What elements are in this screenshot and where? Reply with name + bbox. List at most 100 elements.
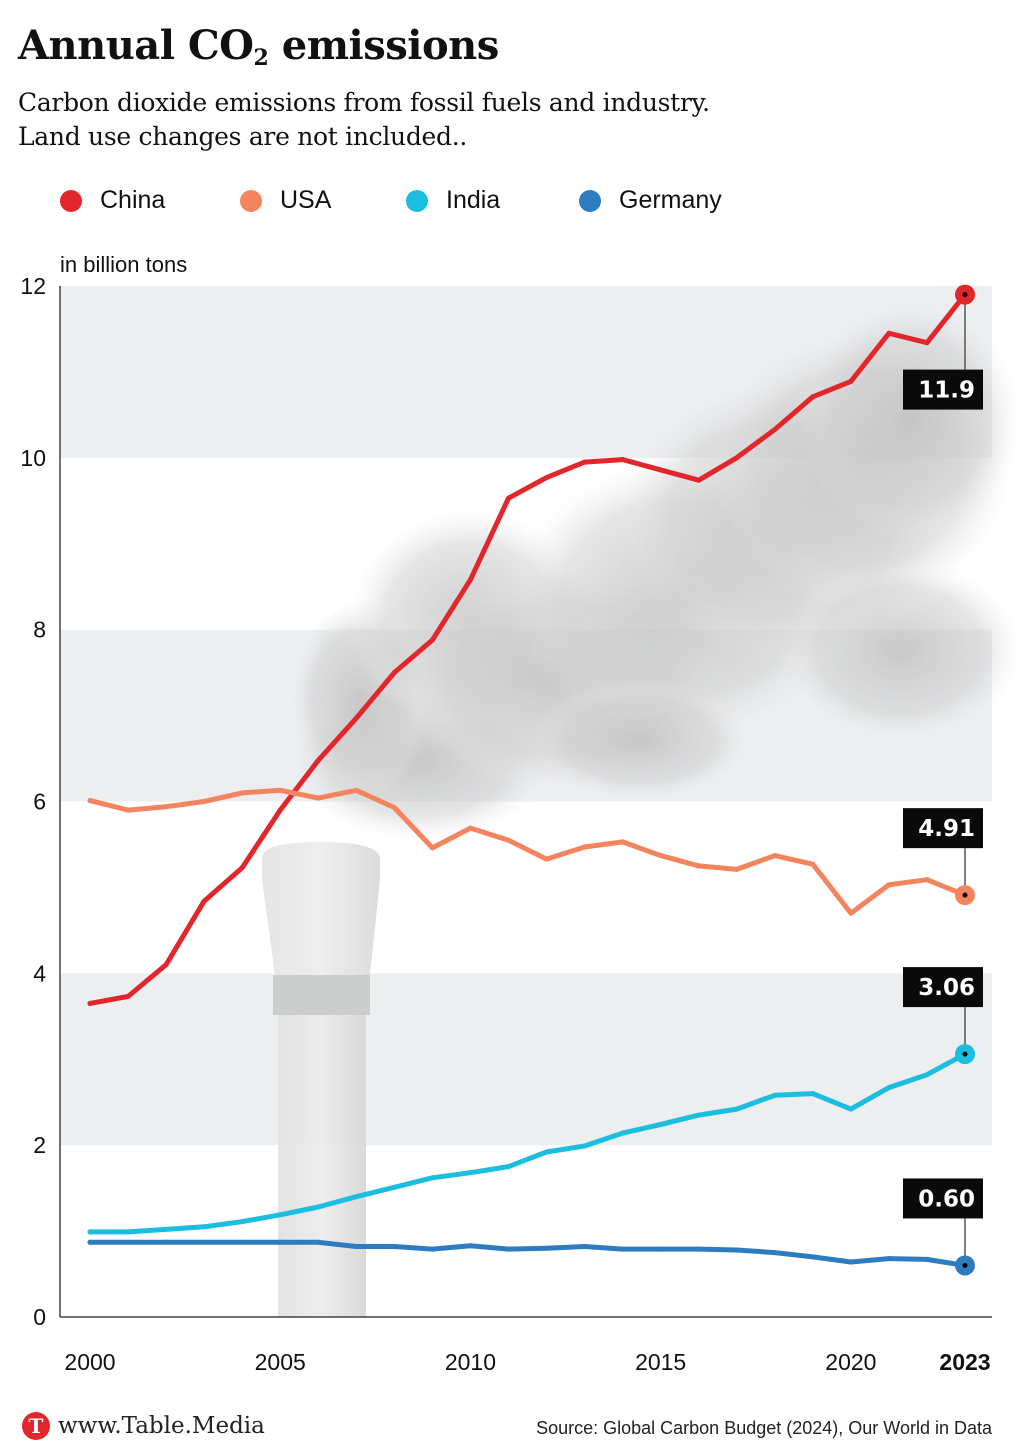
y-tick-label: 6 xyxy=(33,789,46,815)
data-point-germany xyxy=(886,1256,892,1262)
data-point-india xyxy=(315,1204,321,1210)
data-point-india xyxy=(353,1194,359,1200)
data-point-india xyxy=(391,1184,397,1190)
series-line-germany xyxy=(87,1239,968,1268)
legend-label: China xyxy=(100,186,166,214)
data-point-usa xyxy=(429,845,435,851)
data-point-china xyxy=(582,459,588,465)
x-tick-label: 2020 xyxy=(825,1349,876,1375)
data-point-india xyxy=(848,1106,854,1112)
data-point-germany xyxy=(696,1246,702,1252)
y-tick-label: 12 xyxy=(20,273,46,299)
data-point-germany xyxy=(315,1239,321,1245)
legend-dot-icon xyxy=(240,189,262,212)
data-point-china xyxy=(467,577,473,583)
subtitle-line-2: Land use changes are not included.. xyxy=(18,122,468,151)
y-tick-label: 10 xyxy=(20,445,46,471)
data-point-usa xyxy=(87,798,93,804)
chart-title: Annual CO2 emissions xyxy=(18,22,499,71)
data-point-usa xyxy=(772,853,778,859)
data-point-china xyxy=(239,865,245,871)
data-point-usa xyxy=(810,861,816,867)
callout-value-germany: 0.60 xyxy=(918,1186,975,1212)
data-point-germany xyxy=(277,1239,283,1245)
data-point-china xyxy=(848,378,854,384)
data-point-germany xyxy=(125,1239,131,1245)
data-point-germany xyxy=(734,1247,740,1253)
brand-logo[interactable]: T www.Table.Media xyxy=(22,1412,265,1440)
y-tick-label: 4 xyxy=(33,960,46,986)
data-point-india xyxy=(125,1229,131,1235)
data-point-germany xyxy=(87,1239,93,1245)
data-point-germany xyxy=(505,1246,511,1252)
data-point-china xyxy=(658,467,664,473)
data-point-india xyxy=(620,1130,626,1136)
callout-box-germany xyxy=(903,1178,983,1219)
data-point-germany xyxy=(163,1239,169,1245)
data-point-germany xyxy=(772,1250,778,1256)
data-point-usa xyxy=(467,825,473,831)
data-point-china xyxy=(620,457,626,463)
legend-label: India xyxy=(446,186,501,214)
data-point-usa xyxy=(505,837,511,843)
data-point-usa xyxy=(239,790,245,796)
data-point-usa xyxy=(277,787,283,793)
data-point-usa xyxy=(582,844,588,850)
table-media-logo-icon: T xyxy=(22,1412,50,1440)
endpoint-center-dot xyxy=(962,1262,968,1268)
data-point-india xyxy=(429,1175,435,1181)
x-tick-label: 2023 xyxy=(939,1349,990,1375)
site-url: www.Table.Media xyxy=(58,1413,265,1439)
data-point-usa xyxy=(201,799,207,804)
data-point-usa xyxy=(886,882,892,888)
x-tick-label: 2015 xyxy=(635,1349,686,1375)
data-point-usa xyxy=(658,853,664,859)
callout-box-india xyxy=(903,967,983,1008)
data-point-usa xyxy=(315,795,321,801)
data-point-usa xyxy=(125,807,131,813)
data-point-usa xyxy=(924,877,930,883)
legend-item-usa: USA xyxy=(240,186,406,215)
data-point-india xyxy=(924,1072,930,1078)
data-point-india xyxy=(658,1122,664,1128)
data-point-india xyxy=(505,1164,511,1170)
data-point-china xyxy=(886,330,892,336)
title-text-end: emissions xyxy=(268,22,500,69)
data-point-india xyxy=(87,1229,93,1235)
legend-label: Germany xyxy=(619,186,722,214)
data-point-india xyxy=(886,1085,892,1091)
y-tick-label: 0 xyxy=(33,1304,46,1330)
series-line-usa xyxy=(87,787,968,916)
legend-dot-icon xyxy=(579,189,601,212)
data-point-india xyxy=(277,1212,283,1218)
data-point-china xyxy=(505,495,511,501)
data-point-usa xyxy=(353,787,359,793)
subtitle-line-1: Carbon dioxide emissions from fossil fue… xyxy=(18,88,710,117)
data-point-china xyxy=(201,898,207,904)
data-point-germany xyxy=(429,1246,435,1252)
smoke-cloud xyxy=(290,300,1020,840)
data-point-india xyxy=(810,1091,816,1097)
data-point-usa xyxy=(734,866,740,872)
smokestack-illustration xyxy=(262,300,1020,1317)
endpoint-center-dot xyxy=(962,292,968,298)
data-point-usa xyxy=(620,839,626,845)
legend-item-germany: Germany xyxy=(579,186,722,215)
title-subscript: 2 xyxy=(253,45,269,71)
data-point-china xyxy=(277,807,283,813)
legend-item-india: India xyxy=(406,186,579,215)
data-point-germany xyxy=(848,1259,854,1265)
data-point-china xyxy=(734,455,740,461)
chimney xyxy=(262,842,380,1317)
legend-label: USA xyxy=(280,186,332,214)
data-point-germany xyxy=(391,1244,397,1250)
data-point-china xyxy=(772,426,778,432)
x-tick-label: 2005 xyxy=(255,1349,306,1375)
data-point-germany xyxy=(467,1243,473,1249)
data-point-germany xyxy=(810,1254,816,1260)
series-line-india xyxy=(87,1051,968,1235)
data-point-india xyxy=(734,1106,740,1112)
data-point-germany xyxy=(582,1244,588,1250)
series-lines xyxy=(87,292,968,1268)
data-point-china xyxy=(125,994,131,1000)
